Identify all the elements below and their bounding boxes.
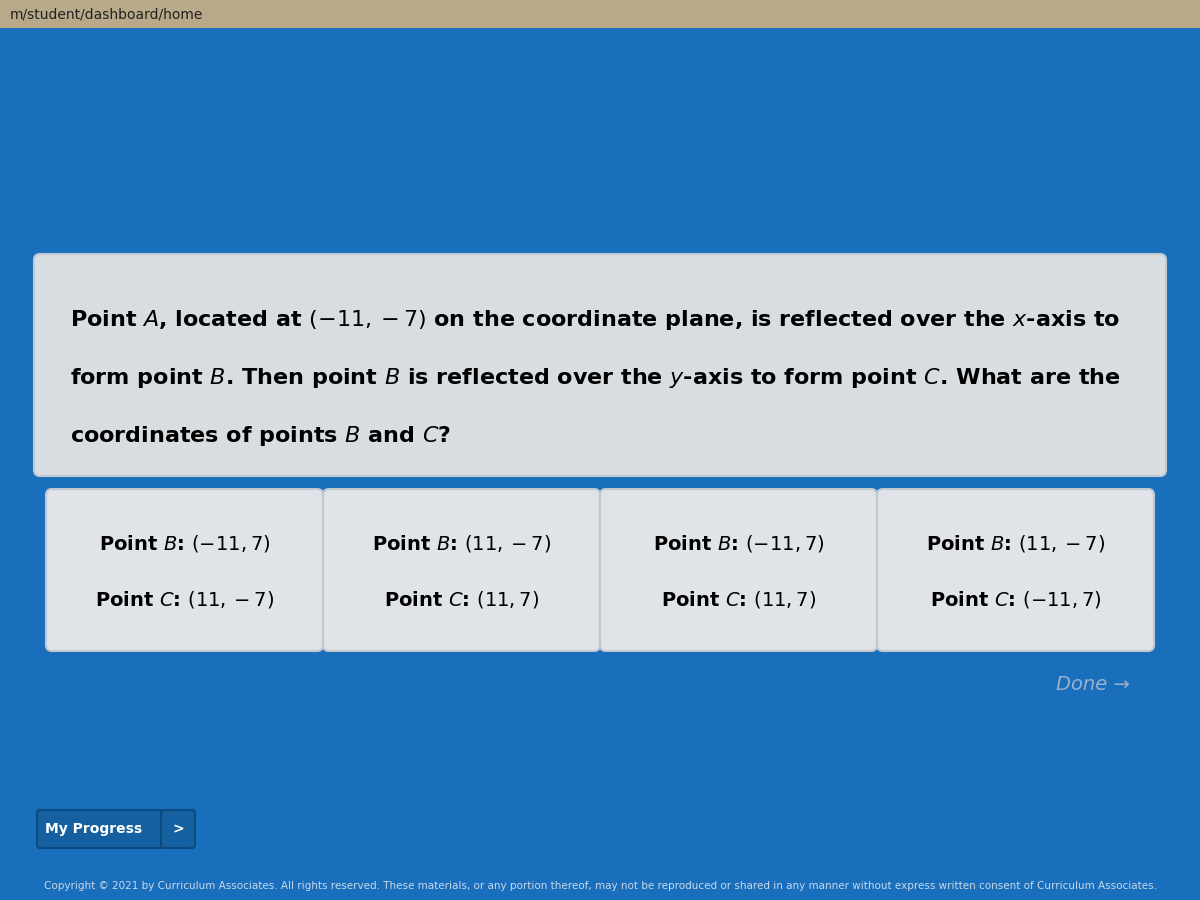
Text: >: > <box>172 822 184 836</box>
FancyBboxPatch shape <box>161 810 194 848</box>
Text: Point $A$, located at $(-11, -7)$ on the coordinate plane, is reflected over the: Point $A$, located at $(-11, -7)$ on the… <box>70 308 1120 332</box>
Text: My Progress: My Progress <box>46 822 143 836</box>
Text: Point $B$: $(-11, 7)$: Point $B$: $(-11, 7)$ <box>98 533 270 554</box>
Text: m/student/dashboard/home: m/student/dashboard/home <box>10 7 203 21</box>
FancyBboxPatch shape <box>34 254 1166 476</box>
Text: Done →: Done → <box>1056 676 1130 695</box>
Text: Point $B$: $(-11, 7)$: Point $B$: $(-11, 7)$ <box>653 533 824 554</box>
Text: coordinates of points $B$ and $C$?: coordinates of points $B$ and $C$? <box>70 424 451 448</box>
Text: form point $B$. Then point $B$ is reflected over the $y$-axis to form point $C$.: form point $B$. Then point $B$ is reflec… <box>70 366 1121 390</box>
Text: Point $C$: $(11, -7)$: Point $C$: $(11, -7)$ <box>95 590 274 610</box>
Text: Copyright © 2021 by Curriculum Associates. All rights reserved. These materials,: Copyright © 2021 by Curriculum Associate… <box>43 881 1157 891</box>
Text: Point $C$: $(-11, 7)$: Point $C$: $(-11, 7)$ <box>930 590 1102 610</box>
Text: Point $B$: $(11, -7)$: Point $B$: $(11, -7)$ <box>372 533 551 554</box>
FancyBboxPatch shape <box>323 489 600 651</box>
FancyBboxPatch shape <box>46 489 323 651</box>
Bar <box>0 0 1200 28</box>
FancyBboxPatch shape <box>37 810 163 848</box>
FancyBboxPatch shape <box>877 489 1154 651</box>
Text: Point $C$: $(11, 7)$: Point $C$: $(11, 7)$ <box>384 590 539 610</box>
Text: Point $B$: $(11, -7)$: Point $B$: $(11, -7)$ <box>926 533 1105 554</box>
Text: Point $C$: $(11, 7)$: Point $C$: $(11, 7)$ <box>661 590 816 610</box>
FancyBboxPatch shape <box>600 489 877 651</box>
